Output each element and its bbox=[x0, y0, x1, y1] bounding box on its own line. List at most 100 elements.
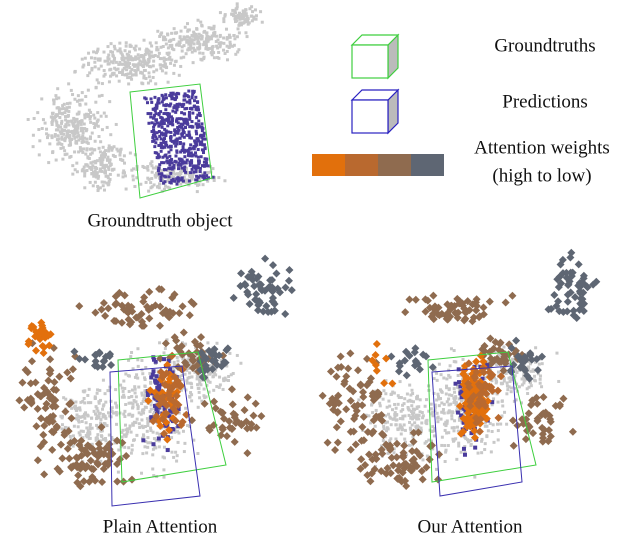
point bbox=[216, 39, 219, 42]
point bbox=[550, 291, 558, 299]
point bbox=[213, 179, 216, 182]
point bbox=[171, 110, 174, 113]
point bbox=[103, 189, 106, 192]
point bbox=[404, 429, 407, 432]
point bbox=[175, 131, 178, 134]
point bbox=[443, 403, 446, 406]
point bbox=[181, 50, 184, 53]
point bbox=[155, 374, 159, 378]
point bbox=[152, 64, 155, 67]
point bbox=[493, 441, 496, 444]
point bbox=[92, 184, 95, 187]
point bbox=[429, 292, 437, 300]
point bbox=[57, 134, 60, 137]
point bbox=[492, 423, 495, 426]
point bbox=[28, 357, 36, 365]
point bbox=[55, 124, 58, 127]
point bbox=[168, 155, 171, 158]
point bbox=[125, 45, 128, 48]
point bbox=[172, 72, 175, 75]
point bbox=[193, 90, 196, 93]
point bbox=[188, 125, 191, 128]
pred-cube-icon bbox=[352, 90, 398, 133]
point bbox=[213, 56, 216, 59]
point bbox=[112, 168, 115, 171]
point bbox=[137, 386, 140, 389]
point bbox=[37, 414, 45, 422]
point bbox=[184, 26, 187, 29]
point bbox=[209, 381, 212, 384]
point bbox=[77, 135, 80, 138]
point bbox=[195, 35, 198, 38]
point bbox=[261, 255, 269, 263]
point bbox=[57, 96, 60, 99]
point bbox=[144, 69, 147, 72]
point bbox=[123, 154, 126, 157]
point bbox=[104, 73, 107, 76]
point bbox=[83, 401, 86, 404]
point bbox=[199, 174, 202, 177]
point bbox=[123, 171, 126, 174]
point bbox=[151, 453, 154, 456]
point bbox=[175, 120, 178, 123]
point bbox=[249, 412, 257, 420]
point bbox=[164, 347, 167, 350]
point bbox=[485, 425, 488, 428]
point bbox=[177, 179, 180, 182]
point bbox=[92, 114, 95, 117]
point bbox=[94, 169, 97, 172]
point bbox=[200, 122, 203, 125]
point bbox=[454, 395, 457, 398]
point bbox=[503, 411, 506, 414]
point bbox=[501, 399, 504, 402]
point bbox=[192, 61, 195, 64]
point bbox=[232, 34, 235, 37]
point bbox=[109, 133, 112, 136]
point bbox=[148, 178, 151, 181]
point bbox=[118, 80, 121, 83]
point bbox=[177, 167, 180, 170]
point bbox=[186, 22, 189, 25]
point bbox=[373, 340, 381, 348]
point bbox=[158, 52, 161, 55]
point bbox=[56, 138, 59, 141]
point bbox=[163, 168, 166, 171]
point bbox=[403, 397, 406, 400]
point bbox=[222, 49, 225, 52]
point bbox=[147, 122, 150, 125]
point bbox=[223, 179, 226, 182]
point bbox=[436, 379, 439, 382]
point bbox=[196, 190, 199, 193]
point bbox=[155, 137, 158, 140]
point bbox=[128, 390, 131, 393]
point bbox=[171, 123, 174, 126]
point bbox=[80, 127, 83, 130]
point bbox=[137, 53, 140, 56]
point bbox=[158, 341, 161, 344]
point bbox=[346, 349, 354, 357]
point bbox=[182, 56, 185, 59]
point bbox=[455, 402, 458, 405]
point bbox=[503, 380, 506, 383]
point bbox=[115, 123, 118, 126]
point bbox=[222, 36, 225, 39]
point bbox=[175, 183, 178, 186]
point bbox=[104, 439, 107, 442]
point bbox=[408, 444, 411, 447]
point bbox=[149, 115, 152, 118]
point bbox=[183, 442, 186, 445]
point bbox=[197, 119, 200, 122]
point bbox=[82, 430, 85, 433]
point bbox=[149, 382, 152, 385]
point bbox=[164, 72, 167, 75]
point bbox=[190, 399, 193, 402]
point bbox=[109, 146, 112, 149]
point bbox=[441, 391, 444, 394]
point bbox=[118, 319, 126, 327]
point bbox=[100, 434, 103, 437]
point bbox=[184, 373, 187, 376]
point bbox=[448, 387, 451, 390]
point bbox=[219, 41, 222, 44]
point bbox=[133, 69, 136, 72]
point bbox=[188, 371, 191, 374]
